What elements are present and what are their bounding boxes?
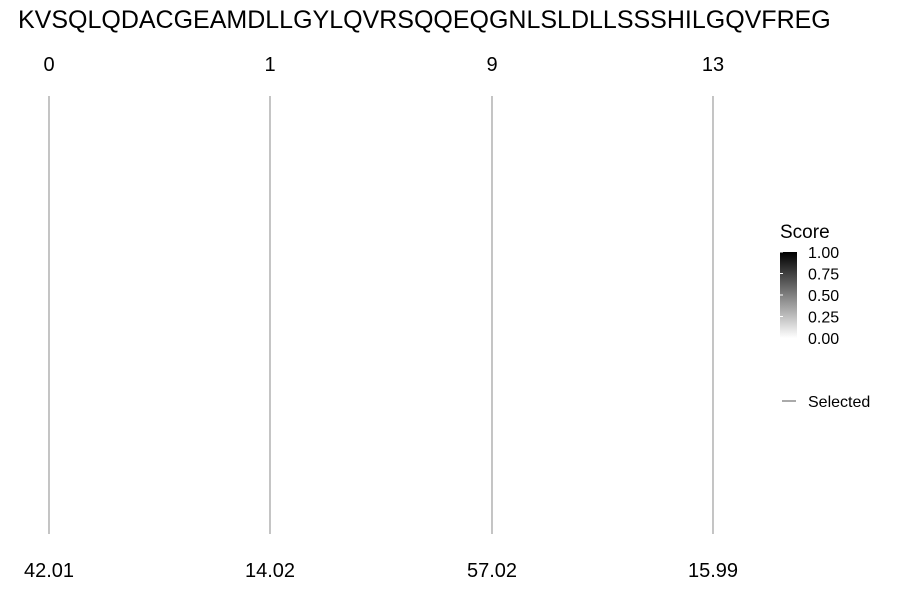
legend-score-title: Score <box>780 222 830 243</box>
legend-score-tick: 0.00 <box>808 331 839 348</box>
legend-score-tick: 0.25 <box>808 310 839 327</box>
peak-value-label: 14.02 <box>245 560 295 582</box>
peak-group: 0 42.01 1 14.02 9 57.02 13 15.99 <box>24 54 738 582</box>
legend-score-tick: 0.75 <box>808 267 839 284</box>
legend-score-tick: 0.50 <box>808 288 839 305</box>
legend-score-tick: 1.00 <box>808 245 839 262</box>
legend-score-ticks: 1.00 0.75 0.50 0.25 0.00 <box>780 245 839 348</box>
peak-position-label: 13 <box>702 54 724 76</box>
peak-position-label: 1 <box>264 54 275 76</box>
legend-selected-label: Selected <box>808 394 870 411</box>
peak-value-label: 15.99 <box>688 560 738 582</box>
peak-position-label: 9 <box>486 54 497 76</box>
peak-value-label: 42.01 <box>24 560 74 582</box>
sequence-title: KVSQLQDACGEAMDLLGYLQVRSQQEQGNLSLDLLSSSHI… <box>18 6 831 34</box>
legend-score-gradient <box>780 252 797 338</box>
legend: Score 1.00 0.75 0.50 0.25 0.00 Selected <box>780 222 870 411</box>
peak-position-label: 0 <box>43 54 54 76</box>
peak-value-label: 57.02 <box>467 560 517 582</box>
